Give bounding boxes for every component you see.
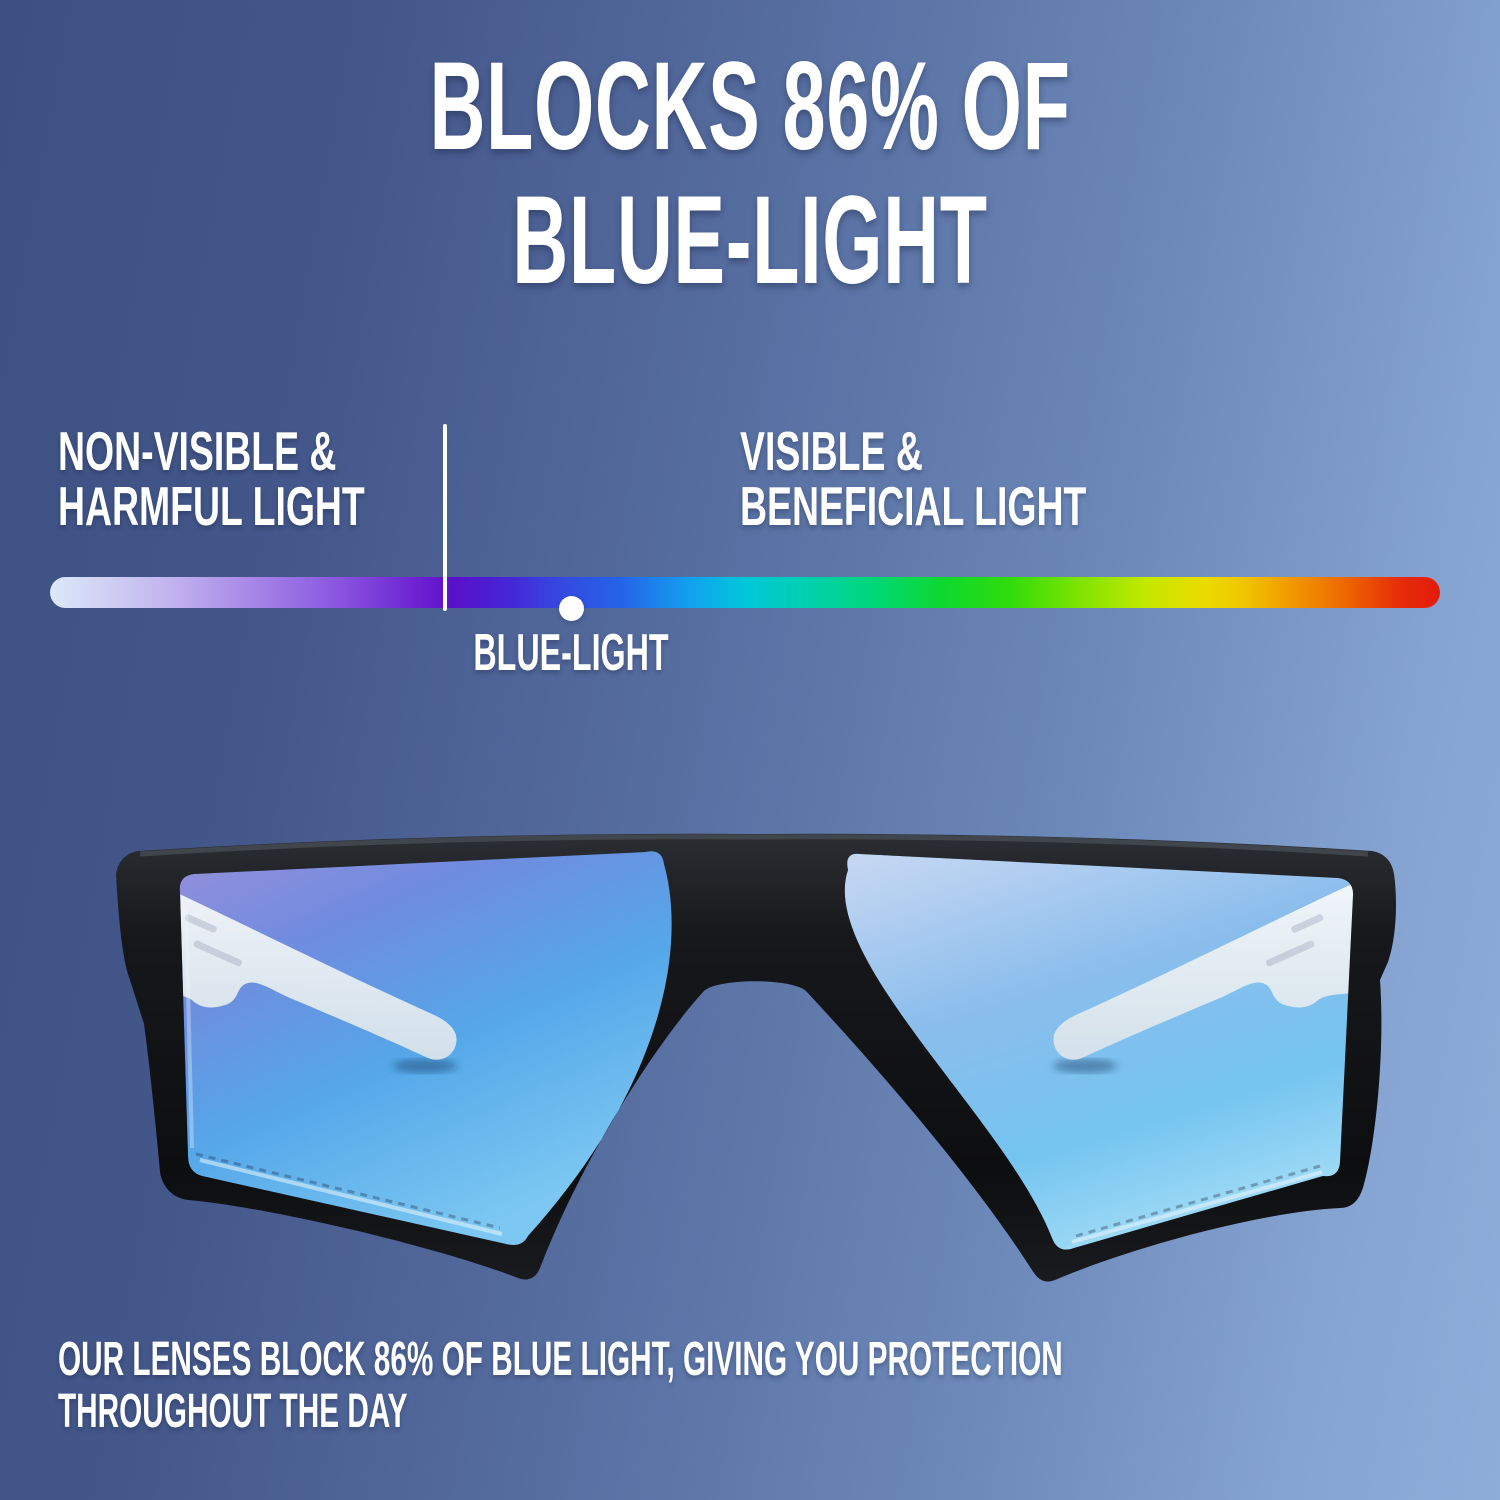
glasses-frame xyxy=(116,833,1396,1282)
blue-light-marker-dot xyxy=(558,596,584,621)
frame-top-highlight xyxy=(139,834,1369,857)
footer-caption-line2: THROUGHOUT THE DAY xyxy=(58,1385,408,1438)
page-title-line2: BLUE-LIGHT xyxy=(512,171,988,310)
right-temple-arm xyxy=(1053,878,1354,1060)
visible-light-label-line2: BENEFICIAL LIGHT xyxy=(740,475,1087,537)
glasses-image xyxy=(116,833,1396,1282)
non-visible-light-label-line1: NON-VISIBLE & xyxy=(58,420,337,482)
left-arm-shadow xyxy=(393,1059,457,1073)
light-spectrum-bar xyxy=(50,577,1440,608)
spectrum-divider-line xyxy=(442,424,447,611)
footer-caption: OUR LENSES BLOCK 86% OF BLUE LIGHT, GIVI… xyxy=(58,1334,1063,1438)
left-temple-arm xyxy=(179,878,457,1060)
blue-light-marker-label: BLUE-LIGHT xyxy=(473,624,669,682)
non-visible-light-label-line2: HARMFUL LIGHT xyxy=(58,475,365,537)
footer-caption-line1: OUR LENSES BLOCK 86% OF BLUE LIGHT, GIVI… xyxy=(58,1333,1063,1386)
page-title: BLOCKS 86% OF BLUE-LIGHT xyxy=(285,40,1215,308)
non-visible-light-label: NON-VISIBLE & HARMFUL LIGHT xyxy=(58,424,365,534)
visible-light-label-line1: VISIBLE & xyxy=(740,420,923,482)
right-arm-shadow xyxy=(1053,1059,1117,1073)
visible-light-label: VISIBLE & BENEFICIAL LIGHT xyxy=(740,424,1086,534)
page-title-line1: BLOCKS 86% OF xyxy=(429,37,1071,176)
